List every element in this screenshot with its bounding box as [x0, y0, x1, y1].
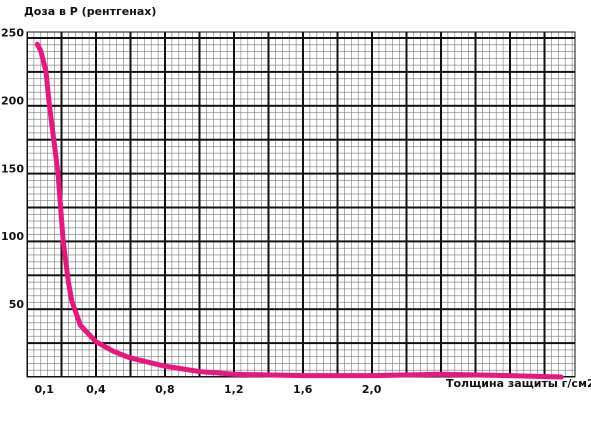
- y-tick-label: 50: [9, 298, 25, 311]
- y-tick-label: 200: [1, 94, 24, 107]
- x-tick-label: 1,6: [293, 383, 313, 396]
- x-tick-label: 1,2: [224, 383, 244, 396]
- data-line: [34, 41, 564, 380]
- chart-title: Доза в Р (рентгенах): [24, 5, 156, 18]
- x-tick-label: 0,1: [34, 383, 54, 396]
- x-tick-label: 0,4: [86, 383, 106, 396]
- plot-grid: [27, 32, 575, 377]
- y-tick-label: 100: [1, 230, 24, 243]
- x-tick-label: 2,0: [362, 383, 382, 396]
- x-tick-label: 0,8: [155, 383, 175, 396]
- x-axis-label: Толщина защиты г/см2: [446, 377, 591, 390]
- y-tick-label: 250: [1, 26, 24, 39]
- y-tick-label: 150: [1, 162, 24, 175]
